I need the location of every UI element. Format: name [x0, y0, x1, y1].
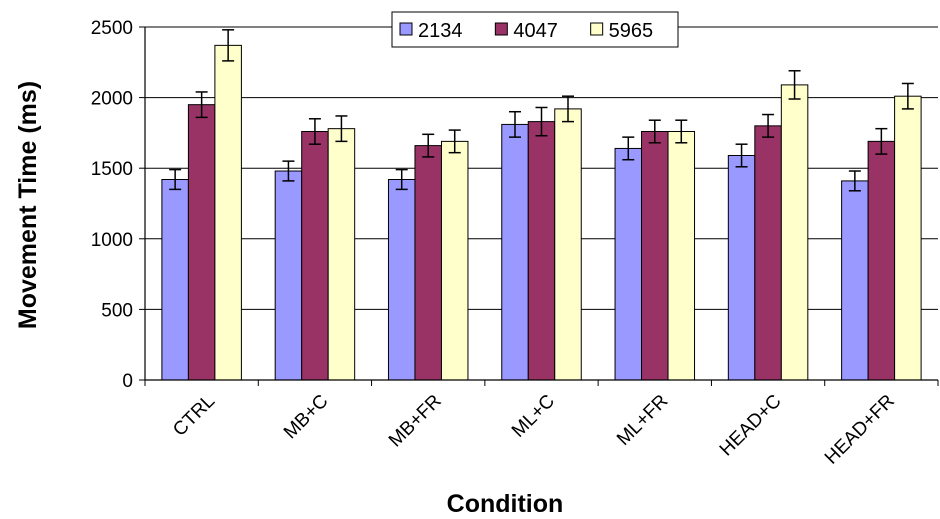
bar-4047-ML+FR: [641, 130, 669, 381]
axes: [139, 26, 939, 386]
bar-2134-HEAD+C: [727, 154, 756, 381]
y-tick-label: 2000: [91, 89, 133, 110]
bar-4047-MB+FR: [414, 145, 442, 381]
bar-5965-ML+C: [554, 108, 582, 381]
x-tick-label: CTRL: [169, 391, 219, 441]
y-tick-label: 500: [101, 300, 133, 321]
bar-2134-ML+C: [501, 123, 529, 381]
bar-series: [161, 29, 922, 381]
bar-2134-MB+C: [274, 170, 303, 381]
bar-4047-CTRL: [187, 104, 216, 381]
bar-5965-ML+FR: [667, 130, 696, 381]
bar-5965-MB+FR: [440, 140, 469, 381]
bar-5965-HEAD+FR: [894, 95, 922, 381]
x-tick-label: HEAD+FR: [821, 391, 899, 469]
y-tick-label: 0: [122, 371, 133, 392]
y-tick-labels: 0 500 1000 1500 2000 2500: [91, 18, 133, 392]
x-tick-label: MB+FR: [385, 391, 446, 452]
bar-2134-ML+FR: [614, 147, 643, 381]
y-tick-label: 2500: [91, 18, 133, 39]
legend-label-4047: 4047: [513, 20, 558, 42]
bar-4047-HEAD+C: [754, 125, 782, 381]
legend-label-5965: 5965: [609, 20, 654, 42]
bar-4047-HEAD+FR: [867, 140, 896, 381]
bar-2134-HEAD+FR: [841, 180, 869, 381]
bar-5965-HEAD+C: [780, 84, 809, 381]
legend-box: [391, 11, 679, 48]
x-axis-title: Condition: [447, 490, 564, 518]
bar-4047-MB+C: [301, 130, 329, 381]
bar-4047-ML+C: [527, 121, 556, 381]
x-tick-label: ML+FR: [613, 391, 672, 450]
x-tick-labels: CTRL MB+C MB+FR ML+C ML+FR HEAD+C HEAD+FR: [169, 391, 899, 469]
x-tick-label: HEAD+C: [716, 391, 786, 461]
x-tick-label: ML+C: [508, 391, 559, 442]
x-tick-label: MB+C: [280, 391, 333, 444]
legend-swatch-5965: [590, 22, 604, 36]
bar-2134-CTRL: [161, 178, 189, 381]
bar-2134-MB+FR: [387, 178, 416, 381]
legend-swatch-2134: [399, 22, 413, 36]
legend-label-2134: 2134: [418, 20, 463, 42]
y-tick-label: 1000: [91, 230, 133, 251]
legend: 2134 4047 5965: [391, 11, 679, 48]
bar-5965-CTRL: [214, 44, 242, 381]
legend-swatch-4047: [494, 22, 508, 36]
y-tick-label: 1500: [91, 159, 133, 180]
y-axis-title: Movement Time (ms): [14, 81, 42, 329]
bar-5965-MB+C: [327, 128, 356, 381]
